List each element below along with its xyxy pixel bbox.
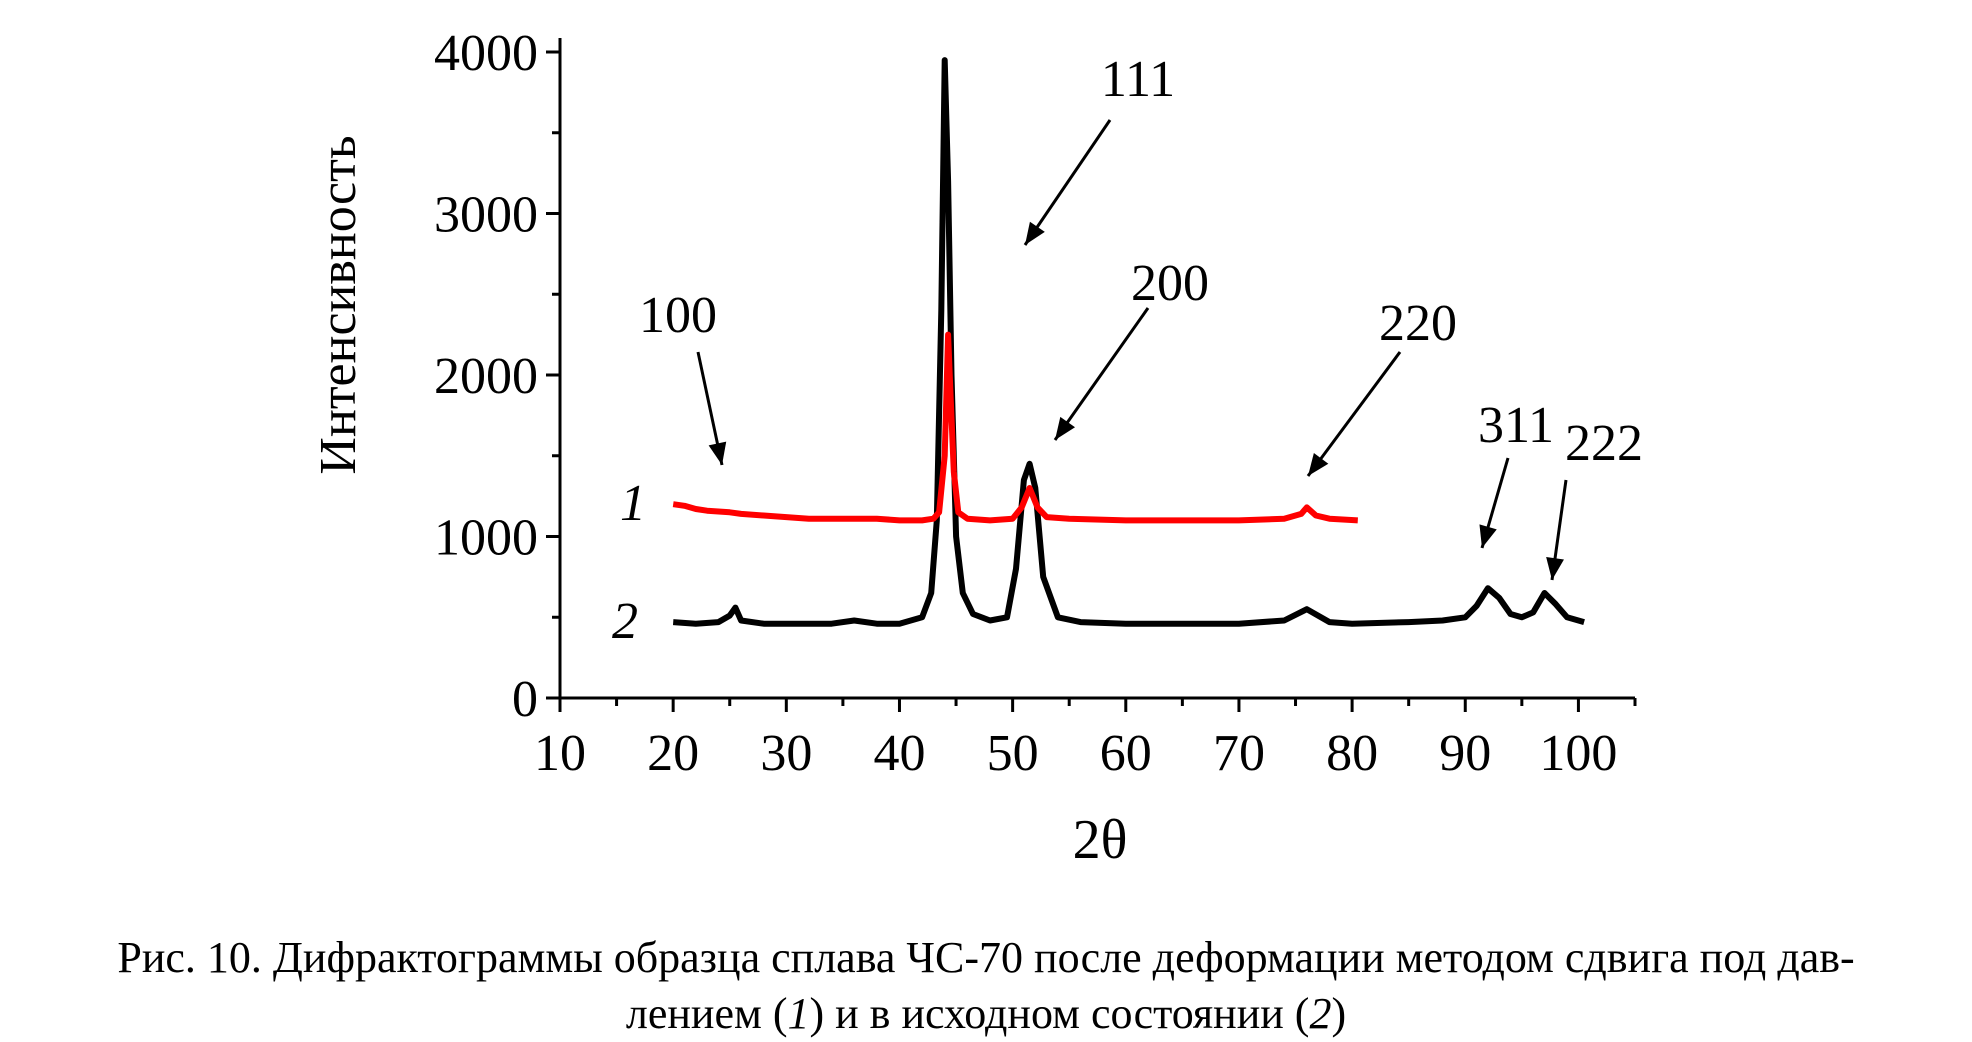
x-axis-title: 2θ: [1073, 809, 1128, 871]
arrow-head-222: [1546, 556, 1564, 580]
y-axis-title: Интенсивность: [310, 135, 367, 474]
x-tick-label: 70: [1213, 725, 1265, 782]
x-tick-label: 100: [1539, 725, 1617, 782]
arrow-head-220: [1308, 452, 1329, 476]
caption-line-1: Рис. 10. Дифрактограммы образца сплава Ч…: [117, 933, 1855, 982]
peak-label-200: 200: [1131, 255, 1209, 312]
arrow-head-311: [1479, 524, 1497, 548]
arrow-line-220: [1306, 351, 1402, 477]
curve-label-1: 1: [620, 475, 646, 532]
y-tick-label: 0: [512, 671, 538, 728]
series-line-2: [672, 57, 1585, 627]
x-tick-label: 80: [1326, 725, 1378, 782]
x-tick-label: 40: [873, 725, 925, 782]
x-tick-label: 50: [987, 725, 1039, 782]
x-tick-label: 90: [1439, 725, 1491, 782]
arrow-head-200: [1055, 416, 1076, 440]
peak-label-222: 222: [1565, 415, 1643, 472]
arrow-head-111: [1025, 221, 1045, 245]
figure-caption: Рис. 10. Дифрактограммы образца сплава Ч…: [0, 930, 1972, 1042]
x-tick-label: 10: [534, 725, 586, 782]
peak-label-111: 111: [1101, 51, 1175, 108]
caption-line-2: лением (1) и в исходном состоянии (2): [625, 989, 1347, 1038]
x-tick-label: 60: [1100, 725, 1152, 782]
arrow-line-111: [1023, 119, 1112, 246]
peak-label-220: 220: [1379, 295, 1457, 352]
x-tick-label: 30: [760, 725, 812, 782]
x-tick-label: 20: [647, 725, 699, 782]
y-tick-label: 3000: [434, 187, 538, 244]
y-tick-label: 2000: [434, 348, 538, 405]
arrow-line-200: [1053, 307, 1150, 441]
y-tick-label: 4000: [434, 25, 538, 82]
arrow-head-100: [708, 441, 727, 465]
curve-label-2: 2: [612, 593, 638, 650]
peak-label-311: 311: [1478, 397, 1554, 454]
annotation-layer: 1 2 100 111 200 220 311 222: [612, 51, 1643, 650]
y-tick-label: 1000: [434, 510, 538, 567]
series-layer: [672, 57, 1585, 627]
series-line-1: [672, 331, 1358, 524]
peak-label-100: 100: [639, 287, 717, 344]
